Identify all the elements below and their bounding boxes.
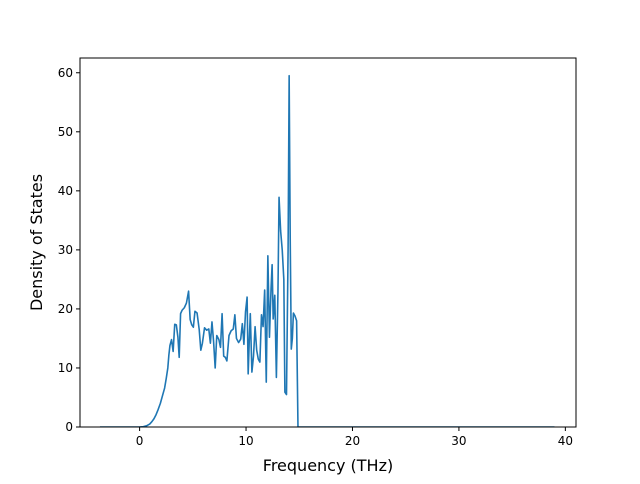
axes-frame <box>79 57 577 428</box>
y-tick-label: 40 <box>58 184 73 198</box>
x-tick-label: 10 <box>238 434 253 448</box>
y-axis-title: Density of States <box>27 174 46 311</box>
y-tick-label: 30 <box>58 243 73 257</box>
x-axis-ticks: 0 10 20 30 40 <box>136 427 573 448</box>
x-tick-label: 40 <box>558 434 573 448</box>
y-tick-label: 50 <box>58 125 73 139</box>
dos-series-line <box>99 74 555 427</box>
x-tick-label: 30 <box>451 434 466 448</box>
plot-area <box>99 74 555 427</box>
x-tick-label: 0 <box>136 434 144 448</box>
y-tick-label: 20 <box>58 302 73 316</box>
y-tick-label: 0 <box>65 420 73 434</box>
y-tick-label: 10 <box>58 361 73 375</box>
x-axis-title: Frequency (THz) <box>263 456 393 475</box>
x-tick-label: 20 <box>345 434 360 448</box>
y-axis-ticks: 0 10 20 30 40 50 60 <box>58 66 80 434</box>
y-tick-label: 60 <box>58 66 73 80</box>
